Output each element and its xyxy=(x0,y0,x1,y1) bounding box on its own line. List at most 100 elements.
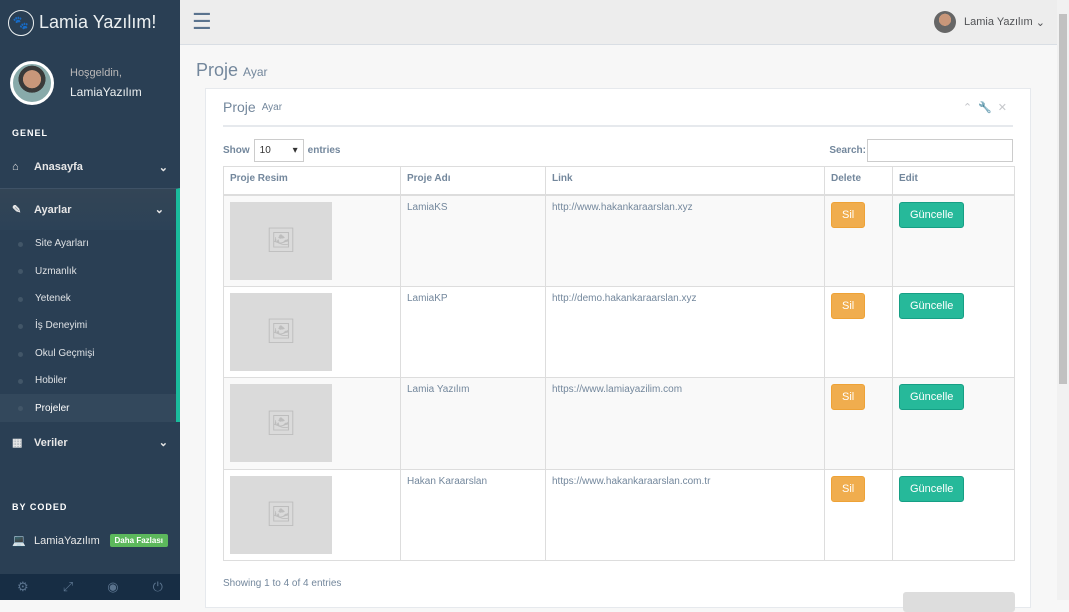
image-placeholder-icon: 🖼 xyxy=(230,475,332,554)
image-placeholder-icon: 🖼 xyxy=(230,292,332,371)
image-placeholder-icon: 🖼 xyxy=(230,201,332,280)
submenu-uzmanlik[interactable]: Uzmanlık xyxy=(0,257,176,284)
cell-edit: Güncelle xyxy=(892,285,1015,378)
cell-delete: Sil xyxy=(824,468,893,561)
paw-icon: 🐾 xyxy=(8,9,34,36)
cell-image: 🖼 xyxy=(223,285,401,378)
submenu-yetenek[interactable]: Yetenek xyxy=(0,285,176,312)
home-icon: ⌂ xyxy=(12,161,19,173)
entries-select[interactable]: 10 ▾ xyxy=(253,139,304,162)
collapse-icon[interactable]: ⌃ xyxy=(962,101,979,114)
cell-edit: Güncelle xyxy=(892,194,1015,287)
pagination[interactable] xyxy=(903,592,1015,612)
entries-value: 10 xyxy=(259,145,271,156)
wrench-icon[interactable]: 🔧 xyxy=(978,101,998,114)
table-row: 🖼 Lamia Yazılım https://www.lamiayazilim… xyxy=(223,377,1015,470)
caret-down-icon: ▾ xyxy=(292,145,298,156)
edit-button[interactable]: Güncelle xyxy=(899,384,965,410)
table-icon: ▦ xyxy=(12,437,23,450)
badge: Daha Fazlası xyxy=(109,534,168,548)
menu-toggle-icon[interactable]: ☰ xyxy=(192,9,212,34)
entries-label: entries xyxy=(307,145,341,156)
cell-name: LamiaKP xyxy=(400,285,546,378)
user-name: Lamia Yazılım xyxy=(964,16,1033,28)
col-header[interactable]: Edit xyxy=(892,166,1015,196)
cell-link: http://www.hakankaraarslan.xyz xyxy=(545,194,825,287)
scrollbar[interactable] xyxy=(1057,0,1069,600)
delete-button[interactable]: Sil xyxy=(831,475,866,502)
submenu-is-deneyimi[interactable]: İş Deneyimi xyxy=(0,312,176,339)
label: Veriler xyxy=(34,436,68,449)
label: Anasayfa xyxy=(34,161,83,173)
show-label: Show xyxy=(223,145,250,156)
label: LamiaYazılım xyxy=(34,534,100,547)
section-by-coded: BY CODED xyxy=(12,501,68,512)
projects-table: Proje Resim Proje Adı Link Delete Edit 🖼… xyxy=(223,166,1015,561)
power-icon[interactable]: ⏻ xyxy=(152,579,163,594)
cell-name: Lamia Yazılım xyxy=(400,377,546,470)
table-controls: Show 10 ▾ entries Search: xyxy=(223,139,1013,162)
laptop-icon: 💻 xyxy=(12,535,26,548)
settings-icon[interactable]: ⚙ xyxy=(17,579,29,594)
col-header[interactable]: Delete xyxy=(824,166,893,196)
top-nav: ☰ Lamia Yazılım ⌄ xyxy=(180,0,1057,45)
cell-name: Hakan Karaarslan xyxy=(400,468,546,561)
cell-link: http://demo.hakankaraarslan.xyz xyxy=(545,285,825,378)
scrollbar-thumb[interactable] xyxy=(1059,14,1067,384)
cell-delete: Sil xyxy=(824,194,893,287)
profile: Hoşgeldin, LamiaYazılım xyxy=(0,45,180,120)
panel-subtitle: Ayar xyxy=(261,101,283,113)
user-menu[interactable]: Lamia Yazılım ⌄ xyxy=(934,11,1045,33)
table-row: 🖼 LamiaKP http://demo.hakankaraarslan.xy… xyxy=(223,285,1015,378)
edit-button[interactable]: Güncelle xyxy=(899,201,965,228)
table-row: 🖼 Hakan Karaarslan https://www.hakankara… xyxy=(223,468,1015,561)
sidebar: 🐾 Lamia Yazılım! Hoşgeldin, LamiaYazılım G… xyxy=(0,0,180,600)
edit-button[interactable]: Güncelle xyxy=(899,292,965,319)
cell-name: LamiaKS xyxy=(400,194,546,287)
panel-header: Proje Ayar ⌃🔧✕ xyxy=(223,89,1013,127)
delete-button[interactable]: Sil xyxy=(831,384,866,410)
cell-link: https://www.hakankaraarslan.com.tr xyxy=(545,468,825,561)
col-header[interactable]: Proje Adı xyxy=(400,166,546,196)
cell-image: 🖼 xyxy=(223,194,401,287)
sidebar-item-anasayfa[interactable]: ⌂ Anasayfa ⌄ xyxy=(0,146,180,188)
cell-edit: Güncelle xyxy=(892,468,1015,561)
submenu-hobiler[interactable]: Hobiler xyxy=(0,367,176,394)
eye-slash-icon[interactable]: ◉ xyxy=(107,579,119,594)
avatar xyxy=(10,60,54,105)
user-avatar xyxy=(934,11,957,33)
cell-edit: Güncelle xyxy=(892,377,1015,470)
submenu-projeler[interactable]: Projeler xyxy=(0,394,176,422)
sidebar-item-veriler[interactable]: ▦ Veriler ⌄ xyxy=(0,422,180,464)
delete-button[interactable]: Sil xyxy=(831,292,866,319)
panel: Proje Ayar ⌃🔧✕ Show 10 ▾ entries Search: P… xyxy=(205,88,1031,612)
edit-button[interactable]: Güncelle xyxy=(899,475,965,502)
search-input[interactable] xyxy=(867,139,1013,162)
cell-link: https://www.lamiayazilim.com xyxy=(545,377,825,470)
image-placeholder-icon: 🖼 xyxy=(230,384,332,462)
fullscreen-icon[interactable]: ⤢ xyxy=(62,579,74,594)
submenu-site-ayarlari[interactable]: Site Ayarları xyxy=(0,230,176,257)
brand[interactable]: 🐾 Lamia Yazılım! xyxy=(0,0,180,45)
submenu-ayarlar: Site Ayarları Uzmanlık Yetenek İş Deneyi… xyxy=(0,230,180,422)
cell-image: 🖼 xyxy=(223,377,401,470)
cell-delete: Sil xyxy=(824,285,893,378)
sidebar-item-ayarlar[interactable]: ✎ Ayarlar ⌄ xyxy=(0,188,180,230)
search-label: Search: xyxy=(829,145,866,156)
page-title: Proje Ayar xyxy=(196,60,268,81)
title: Proje xyxy=(196,60,239,80)
welcome-text: Hoşgeldin, xyxy=(70,66,122,79)
close-icon[interactable]: ✕ xyxy=(997,101,1013,114)
table-row: 🖼 LamiaKS http://www.hakankaraarslan.xyz… xyxy=(223,194,1015,287)
section-genel: GENEL xyxy=(12,128,49,138)
sidebar-item-coded[interactable]: 💻 LamiaYazılım Daha Fazlası xyxy=(0,520,180,562)
delete-button[interactable]: Sil xyxy=(831,201,866,228)
col-header[interactable]: Link xyxy=(545,166,825,196)
submenu-okul-gecmisi[interactable]: Okul Geçmişi xyxy=(0,340,176,367)
label: Ayarlar xyxy=(34,203,72,216)
subtitle: Ayar xyxy=(243,65,268,79)
cell-image: 🖼 xyxy=(223,468,401,561)
brand-title: Lamia Yazılım! xyxy=(39,12,157,32)
col-header[interactable]: Proje Resim xyxy=(223,166,401,196)
cell-delete: Sil xyxy=(824,377,893,470)
